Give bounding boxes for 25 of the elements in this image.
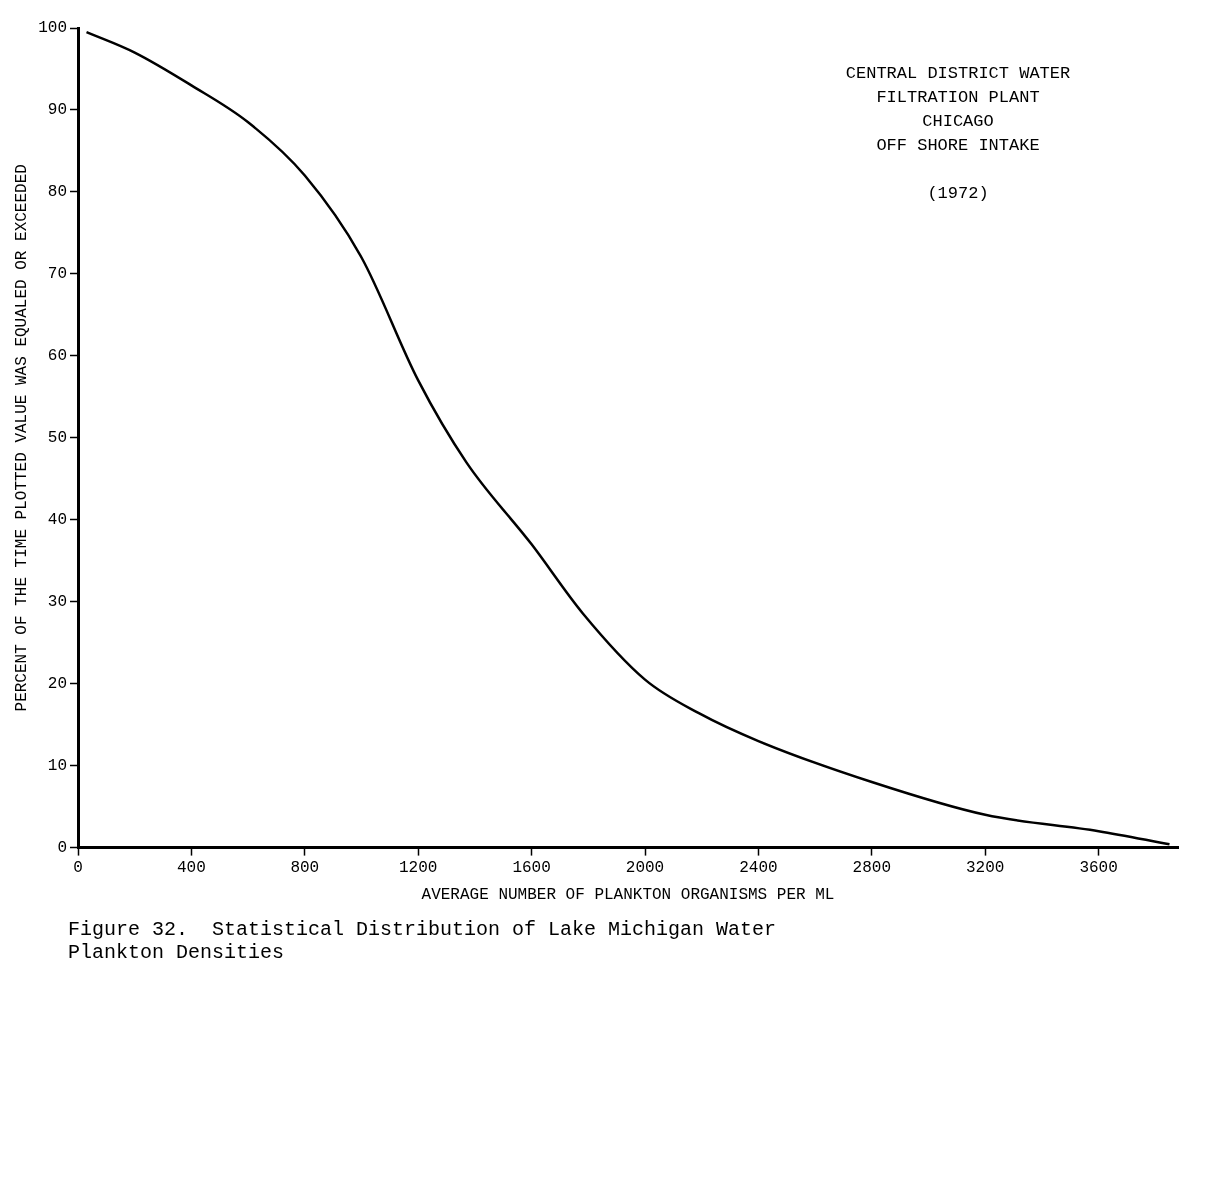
y-tick-label: 90: [47, 101, 67, 120]
caption: Figure 32. Statistical Distribution of Lake Michigan Water Plankton Densities: [68, 918, 778, 964]
text: CENTRAL DISTRICT WATER FILTRATION PLANT CHICAGO OFF SHORE INTAKE (1972): [845, 64, 1071, 203]
x-tick-label: 400: [177, 859, 206, 878]
y-tick-label: 30: [47, 592, 67, 611]
y-tick-label: 60: [47, 347, 67, 366]
y-tick-label: 70: [47, 265, 67, 284]
x-tick-label: 1600: [512, 859, 551, 878]
x-tick-label: 2400: [739, 859, 778, 878]
x-axis-title: AVERAGE NUMBER OF PLANKTON ORGANISMS PER ML: [421, 885, 835, 904]
x-tick-label: 1200: [399, 859, 438, 878]
x-tick-label: 2800: [852, 859, 892, 878]
y-axis-title: PERCENT OF THE TIME PLOTTED VALUE WAS EQUALED OR EXCEEDED: [12, 164, 31, 712]
y-tick-label: 20: [47, 674, 67, 693]
x-tick-label: 3200: [966, 859, 1005, 878]
x-tick-label: 0: [73, 859, 83, 878]
y-tick-label: 80: [47, 183, 67, 202]
y-tick-label: 100: [38, 19, 67, 38]
y-tick-label: 0: [57, 838, 67, 857]
x-tick-label: 2000: [625, 859, 665, 878]
x-tick-label: 3600: [1079, 859, 1118, 878]
y-tick-label: 50: [47, 429, 67, 448]
y-tick-label: 10: [47, 756, 67, 775]
y-tick-label: 40: [47, 510, 67, 529]
x-tick-label: 800: [290, 859, 320, 878]
